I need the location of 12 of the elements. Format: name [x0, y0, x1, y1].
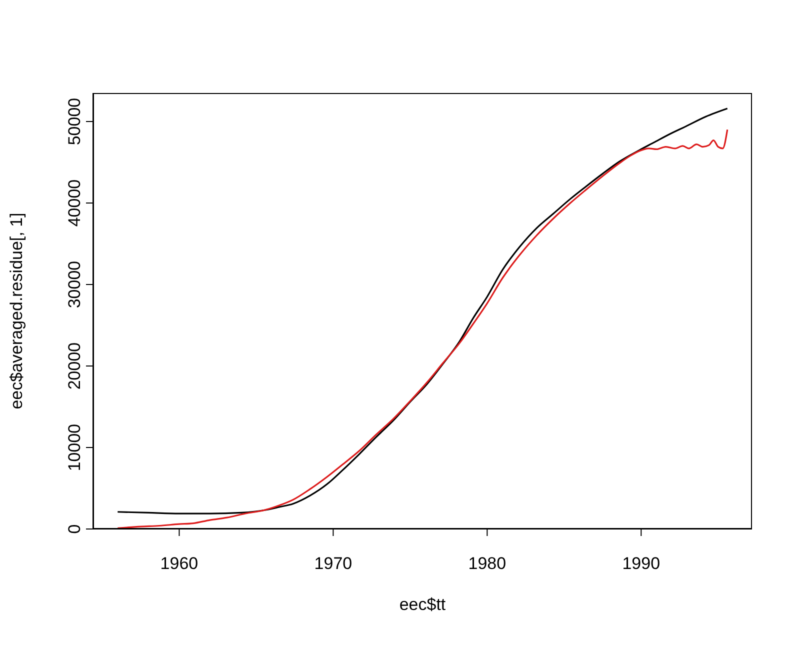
y-tick-label: 30000 [65, 260, 84, 308]
y-tick-label: 50000 [65, 98, 84, 146]
y-tick-label: 0 [65, 524, 84, 534]
y-tick-label: 20000 [65, 342, 84, 390]
y-tick-label: 10000 [65, 424, 84, 472]
x-tick-label: 1970 [314, 554, 352, 574]
x-tick-label: 1990 [622, 554, 660, 574]
x-tick-label: 1960 [160, 554, 198, 574]
y-tick-label: 40000 [65, 179, 84, 227]
x-tick-label: 1980 [468, 554, 506, 574]
x-axis-title: eec$tt [399, 595, 446, 614]
y-axis-title: eec$averaged.residue[, 1] [7, 212, 26, 410]
